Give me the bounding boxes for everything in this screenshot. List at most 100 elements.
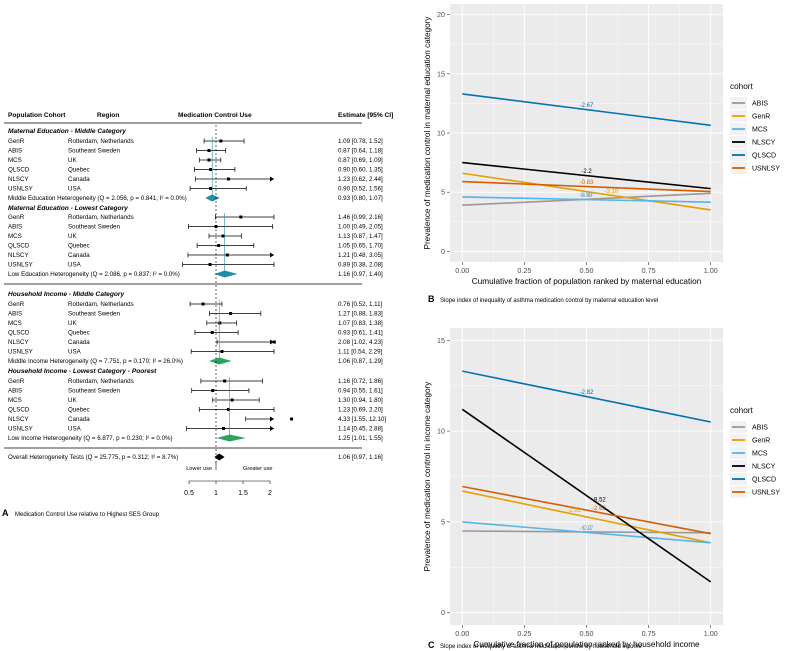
- row-cohort: QLSCD: [8, 407, 30, 414]
- summary-label: Middle Education Heterogeneity (Q = 2.05…: [8, 195, 187, 202]
- row-region: Southeast Sweden: [68, 224, 121, 231]
- slope-label-genr: -3.18: [604, 189, 618, 195]
- row-cohort: NLSCY: [8, 339, 29, 346]
- legend-item: GenR: [752, 114, 770, 121]
- slope-label-genr: -2.92: [567, 508, 581, 514]
- x-tick-label: 0.25: [517, 629, 531, 638]
- row-region: Rotterdam, Netherlands: [68, 138, 134, 145]
- row-region: Rotterdam, Netherlands: [68, 301, 134, 308]
- x-tick-label: 1.00: [704, 629, 718, 638]
- y-tick-label: 5: [441, 517, 445, 526]
- slope-label-usnlsy: -2.62: [592, 506, 606, 512]
- row-estimate: 2.08 [1.02, 4.23]: [338, 339, 383, 346]
- summary-estimate: 1.25 [1.01, 1.55]: [338, 435, 383, 442]
- point-estimate: [207, 158, 211, 162]
- row-region: Quebec: [68, 407, 90, 414]
- header-medication-use: Medication Control Use: [178, 112, 252, 119]
- summary-estimate: 1.16 [0.97, 1.40]: [338, 271, 383, 278]
- row-region: Southeast Sweden: [68, 388, 121, 395]
- y-tick-label: 10: [437, 427, 445, 436]
- x-tick-label: 0.50: [580, 266, 594, 275]
- slope-label-abis: 0.98: [581, 193, 593, 199]
- slope-label-abis: -0.1: [581, 525, 592, 531]
- row-cohort: GenR: [8, 138, 25, 145]
- row-estimate: 1.30 [0.94, 1.80]: [338, 397, 383, 404]
- row-region: USA: [68, 426, 82, 433]
- point-estimate: [211, 389, 215, 392]
- row-estimate: 1.07 [0.83, 1.38]: [338, 320, 383, 327]
- series-line-mcs: [462, 196, 711, 204]
- row-cohort: GenR: [8, 301, 25, 308]
- overall-estimate: 1.06 [0.97, 1.16]: [338, 454, 383, 461]
- point-estimate: [225, 253, 229, 257]
- point-estimate: [219, 139, 223, 143]
- row-estimate: 0.90 [0.60, 1.35]: [338, 167, 383, 174]
- legend-item: MCS: [752, 451, 768, 458]
- legend-item: NLSCY: [752, 140, 776, 147]
- row-cohort: MCS: [8, 320, 22, 327]
- row-estimate: 0.94 [0.55, 1.61]: [338, 388, 383, 395]
- series-line-qlscd: [462, 93, 711, 127]
- point-estimate: [209, 168, 213, 171]
- row-estimate: 1.21 [0.48, 3.05]: [338, 252, 383, 259]
- slope-label-usnlsy: -0.83: [580, 180, 594, 186]
- row-estimate: 0.89 [0.38, 2.08]: [338, 262, 383, 269]
- row-estimate: 1.27 [0.88, 1.83]: [338, 311, 383, 318]
- row-estimate: 4.33 [1.55, 12.10]: [338, 416, 386, 423]
- ci-arrow: [270, 252, 274, 258]
- point-estimate: [229, 312, 233, 315]
- header-region: Region: [97, 112, 119, 119]
- x-tick-label: 0.75: [642, 266, 656, 275]
- point-estimate: [220, 350, 224, 353]
- row-region: Canada: [68, 176, 90, 183]
- ci-arrow: [270, 416, 274, 422]
- row-estimate: 0.87 [0.69, 1.09]: [338, 157, 383, 164]
- x-axis-title: Cumulative fraction of population ranked…: [473, 640, 700, 649]
- row-estimate: 1.46 [0.99, 2.16]: [338, 214, 383, 221]
- row-estimate: 0.90 [0.52, 1.56]: [338, 186, 383, 193]
- legend-item: ABIS: [752, 101, 768, 108]
- row-estimate: 1.05 [0.65, 1.70]: [338, 243, 383, 250]
- row-estimate: 1.09 [0.78, 1.52]: [338, 138, 383, 145]
- point-estimate: [218, 321, 222, 325]
- x-tick-label: 1.5: [238, 490, 248, 497]
- row-region: Canada: [68, 252, 90, 259]
- row-region: Southeast Sweden: [68, 311, 121, 318]
- row-region: UK: [68, 397, 77, 404]
- summary-label: Middle Income Heterogeneity (Q = 7.751, …: [8, 358, 183, 365]
- point-estimate: [208, 263, 212, 266]
- summary-diamond: [214, 270, 238, 278]
- legend-item: QLSCD: [752, 153, 776, 160]
- point-estimate: [272, 340, 276, 344]
- row-region: Quebec: [68, 167, 90, 174]
- row-region: Quebec: [68, 330, 90, 337]
- row-cohort: GenR: [8, 378, 25, 385]
- point-estimate: [209, 187, 213, 190]
- x-tick-label: 0.75: [642, 629, 656, 638]
- lower-use-label: Lower use: [186, 466, 212, 472]
- point-estimate: [201, 302, 205, 306]
- row-region: USA: [68, 186, 82, 193]
- row-estimate: 1.14 [0.45, 2.88]: [338, 426, 383, 433]
- x-tick-label: 0.00: [455, 266, 469, 275]
- row-estimate: 1.23 [0.62, 2.44]: [338, 176, 383, 183]
- summary-diamond: [205, 194, 220, 202]
- row-region: UK: [68, 233, 77, 240]
- row-cohort: QLSCD: [8, 167, 30, 174]
- row-region: USA: [68, 349, 82, 356]
- y-tick-label: 10: [437, 129, 445, 138]
- series-line-nlscy: [462, 161, 711, 190]
- row-cohort: MCS: [8, 397, 22, 404]
- point-estimate: [222, 427, 226, 430]
- series-line-qlscd: [462, 370, 711, 423]
- x-tick-label: 0.25: [517, 266, 531, 275]
- legend-item: NLSCY: [752, 464, 776, 471]
- summary-estimate: 1.06 [0.87, 1.29]: [338, 358, 383, 365]
- row-region: Southeast Sweden: [68, 148, 121, 155]
- series-line-nlscy: [461, 408, 712, 583]
- slope-label-mcs: -1.17: [580, 526, 594, 532]
- point-estimate: [210, 331, 214, 334]
- point-estimate: [226, 408, 230, 411]
- point-estimate: [226, 177, 230, 181]
- slope-label-mcs: -0.47: [580, 193, 594, 199]
